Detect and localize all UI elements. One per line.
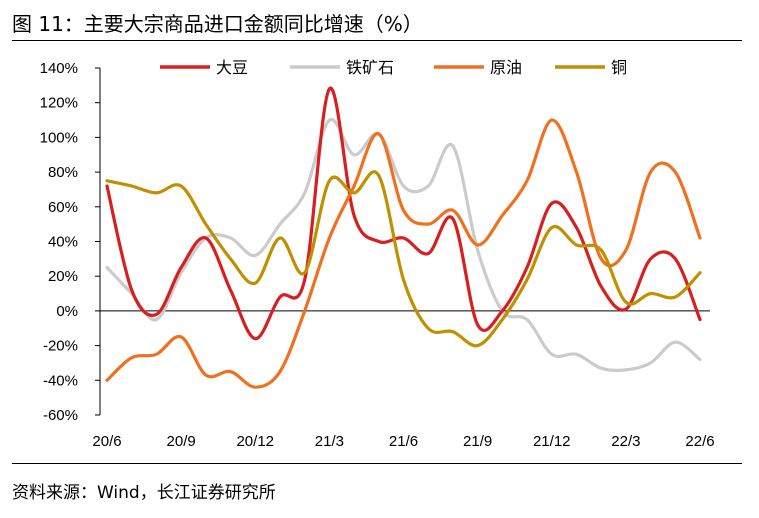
series-line-crude-oil: [105, 118, 702, 389]
x-tick-label: 21/3: [315, 433, 344, 450]
y-tick-label: 120%: [40, 95, 78, 112]
y-tick-label: -60%: [43, 407, 78, 424]
x-tick-label: 22/6: [685, 433, 714, 450]
legend-label-iron-ore: 铁矿石: [346, 58, 394, 77]
source-note: 资料来源：Wind，长江证券研究所: [12, 483, 276, 503]
chart-legend: 大豆 铁矿石 原油 铜: [160, 58, 627, 77]
line-chart: -60% -40% -20% 0% 20% 40% 60% 80% 100% 120% 140% 20…: [40, 58, 715, 450]
y-tick-label: 80%: [48, 164, 78, 181]
y-tick-label: 40%: [48, 234, 78, 251]
chart-series: [105, 86, 702, 389]
y-tick-label: 100%: [40, 129, 78, 146]
x-tick-label: 20/12: [236, 433, 274, 450]
x-tick-label: 21/6: [389, 433, 418, 450]
y-tick-label: 140%: [40, 60, 78, 77]
source-divider: [12, 463, 742, 464]
title-divider: [12, 40, 742, 41]
x-tick-label: 22/3: [611, 433, 640, 450]
x-tick-label: 21/9: [463, 433, 492, 450]
y-tick-label: -20%: [43, 338, 78, 355]
y-tick-label: 60%: [48, 199, 78, 216]
series-line-copper: [105, 170, 702, 348]
legend-label-copper: 铜: [611, 58, 627, 77]
y-tick-label: 20%: [48, 268, 78, 285]
chart-title: 图 11：主要大宗商品进口金额同比增速（%）: [12, 12, 423, 36]
y-tick-label: -40%: [43, 372, 78, 389]
x-tick-label: 21/12: [533, 433, 571, 450]
y-tick-label: 0%: [56, 303, 78, 320]
chart-axes: -60% -40% -20% 0% 20% 40% 60% 80% 100% 120% 140% 20…: [40, 60, 715, 450]
x-tick-label: 20/9: [167, 433, 196, 450]
legend-label-soybean: 大豆: [216, 58, 248, 77]
x-tick-label: 20/6: [92, 433, 121, 450]
legend-label-crude-oil: 原油: [490, 58, 522, 77]
